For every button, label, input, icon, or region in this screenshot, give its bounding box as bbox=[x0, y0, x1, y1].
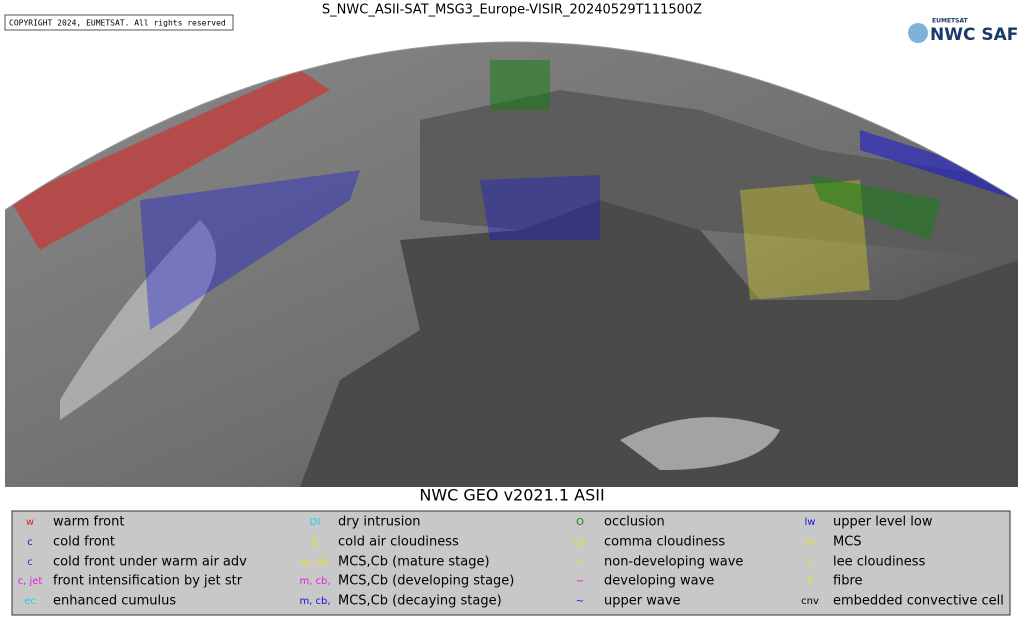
legend-label: cold front under warm air adv bbox=[53, 555, 247, 570]
legend-symbol: m, cb, bbox=[299, 596, 330, 607]
legend-symbol: DI bbox=[310, 517, 321, 528]
legend-box bbox=[11, 510, 1011, 616]
legend-symbol: ~ bbox=[576, 596, 584, 607]
disk-edge bbox=[4, 41, 1019, 211]
logo-icon bbox=[908, 23, 928, 43]
legend-symbol: O bbox=[576, 517, 584, 528]
legend-symbol: c bbox=[27, 537, 33, 548]
legend-label: MCS,Cb (decaying stage) bbox=[338, 594, 502, 609]
legend-label: MCS,Cb (mature stage) bbox=[338, 555, 490, 570]
legend-symbol: ec bbox=[24, 596, 36, 607]
copyright-box bbox=[4, 14, 234, 31]
legend-label: upper wave bbox=[604, 594, 681, 609]
legend: w warm front c cold front c cold front under … bbox=[18, 515, 1004, 609]
title: S_NWC_ASII-SAT_MSG3_Europe-VISIR_2024052… bbox=[322, 3, 702, 18]
legend-label: MCS bbox=[833, 535, 862, 550]
legend-symbol: Z bbox=[312, 537, 319, 548]
legend-label: fibre bbox=[833, 574, 863, 589]
legend-label: upper level low bbox=[833, 515, 933, 530]
legend-label: comma cloudiness bbox=[604, 535, 725, 550]
legend-symbol: m bbox=[805, 537, 815, 548]
logo-main: NWC SAF bbox=[930, 25, 1018, 45]
legend-label: cold air cloudiness bbox=[338, 535, 459, 550]
legend-label: dry intrusion bbox=[338, 515, 421, 530]
legend-symbol: m, cb, bbox=[299, 557, 330, 568]
legend-label: front intensification by jet str bbox=[53, 574, 243, 589]
logo-small: EUMETSAT bbox=[932, 18, 969, 25]
legend-symbol: lw bbox=[805, 517, 816, 528]
legend-symbol: ~ bbox=[576, 576, 584, 587]
legend-symbol: ~ bbox=[576, 557, 584, 568]
satellite-map bbox=[5, 41, 1018, 487]
legend-label: lee cloudiness bbox=[833, 555, 926, 570]
legend-label: developing wave bbox=[604, 574, 714, 589]
map-subtitle: NWC GEO v2021.1 ASII bbox=[419, 486, 604, 505]
legend-label: warm front bbox=[53, 515, 124, 530]
legend-label: embedded convective cell bbox=[833, 594, 1004, 609]
legend-symbol: F bbox=[807, 576, 813, 587]
legend-symbol: m, cb, bbox=[299, 576, 330, 587]
legend-symbol: cnv bbox=[801, 596, 819, 607]
legend-label: occlusion bbox=[604, 515, 665, 530]
legend-label: cold front bbox=[53, 535, 115, 550]
legend-symbol: w bbox=[26, 517, 34, 528]
legend-symbol: co bbox=[574, 537, 586, 548]
legend-symbol: c, jet bbox=[18, 576, 43, 587]
legend-symbol: L bbox=[807, 557, 813, 568]
legend-symbol: c bbox=[27, 557, 33, 568]
legend-label: non-developing wave bbox=[604, 555, 743, 570]
legend-label: enhanced cumulus bbox=[53, 594, 176, 609]
copyright: COPYRIGHT 2024, EUMETSAT. All rights res… bbox=[9, 19, 226, 28]
legend-label: MCS,Cb (developing stage) bbox=[338, 574, 514, 589]
